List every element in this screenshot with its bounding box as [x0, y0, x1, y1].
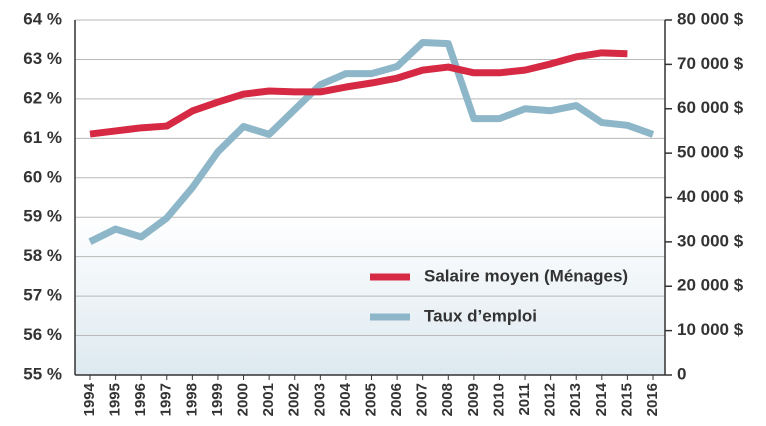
y2-tick-label: 10 000 $ [677, 320, 744, 339]
y2-tick-label: 70 000 $ [677, 54, 744, 73]
line-series [88, 38, 655, 245]
x-tick-label: 2007 [414, 383, 431, 416]
x-tick-label: 2001 [260, 383, 277, 416]
x-tick-label: 2005 [362, 383, 379, 416]
x-tick-label: 2010 [490, 383, 507, 416]
x-tick-label: 2013 [567, 383, 584, 416]
x-tick-label: 2015 [618, 383, 635, 416]
y2-tick-label: 80 000 $ [677, 9, 744, 28]
y2-tick-label: 20 000 $ [677, 276, 744, 295]
y-tick-label: 61 % [23, 128, 62, 147]
x-tick-label: 2014 [593, 382, 610, 416]
y2-tick-label: 0 [677, 364, 686, 383]
x-tick-label: 1994 [81, 382, 98, 416]
y-tick-label: 63 % [23, 49, 62, 68]
y-tick-label: 57 % [23, 286, 62, 305]
x-tick-label: 2004 [337, 382, 354, 416]
y-tick-label: 56 % [23, 325, 62, 344]
x-tick-label: 2002 [286, 383, 303, 416]
y2-tick-label: 60 000 $ [677, 98, 744, 117]
x-tick-label: 2006 [388, 383, 405, 416]
x-tick-label: 1999 [209, 383, 226, 416]
y-tick-label: 55 % [23, 364, 62, 383]
x-tick-label: 1998 [183, 383, 200, 416]
line-series [89, 49, 628, 138]
y-tick-label: 58 % [23, 246, 62, 265]
y-tick-label: 62 % [23, 88, 62, 107]
y-tick-label: 64 % [23, 9, 62, 28]
x-tick-label: 2011 [516, 383, 533, 416]
y-tick-label: 59 % [23, 207, 62, 226]
x-tick-label: 2016 [644, 383, 661, 416]
x-tick-label: 1995 [107, 383, 124, 416]
y2-tick-label: 40 000 $ [677, 187, 744, 206]
x-tick-label: 2000 [235, 383, 252, 416]
x-tick-label: 2009 [465, 383, 482, 416]
x-tick-label: 1996 [132, 383, 149, 416]
y2-tick-label: 30 000 $ [677, 231, 744, 250]
x-tick-label: 2008 [439, 383, 456, 416]
y-tick-label: 60 % [23, 167, 62, 186]
x-tick-label: 1997 [158, 383, 175, 416]
x-tick-label: 2012 [542, 383, 559, 416]
x-tick-label: 2003 [311, 383, 328, 416]
legend-label: Taux d’emploi [424, 306, 537, 325]
legend-label: Salaire moyen (Ménages) [424, 266, 628, 285]
y2-tick-label: 50 000 $ [677, 143, 744, 162]
